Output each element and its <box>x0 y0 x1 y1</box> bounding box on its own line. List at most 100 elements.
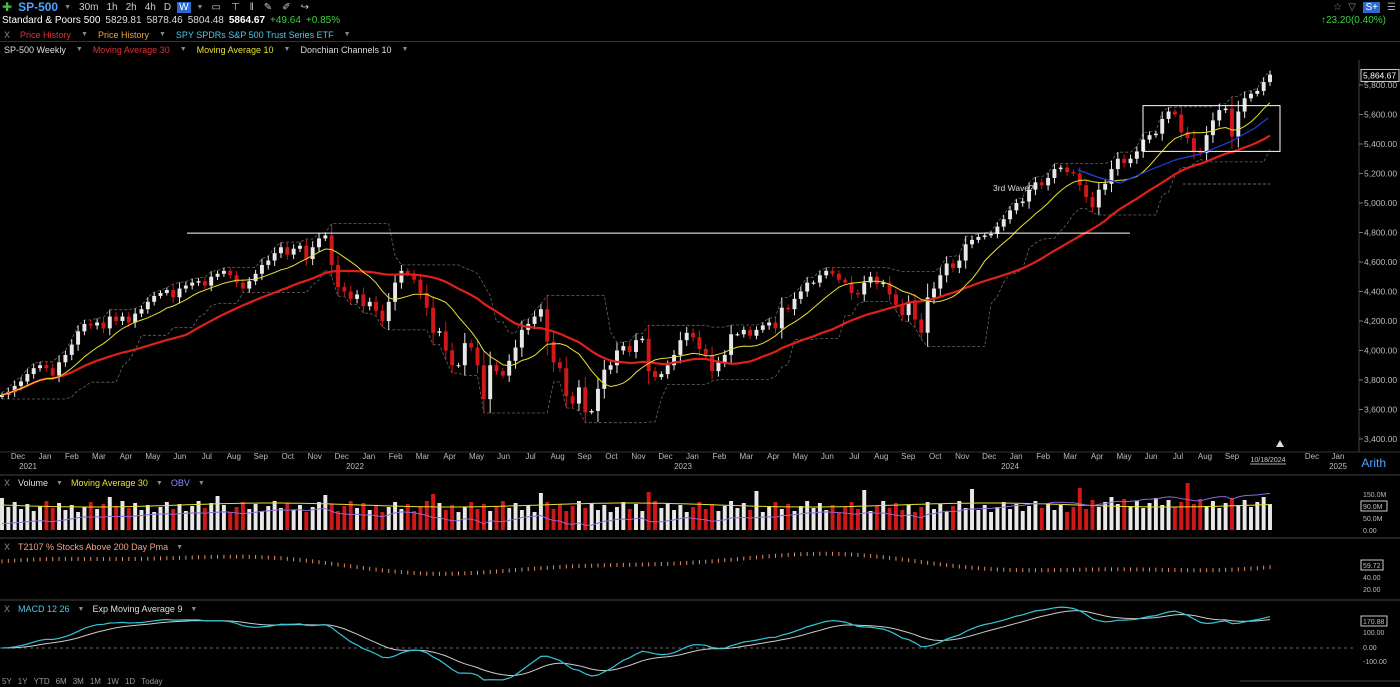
range-button-1m[interactable]: 1M <box>89 677 101 686</box>
overlay-price-history-1[interactable]: Price History <box>20 29 72 40</box>
range-button-ytd[interactable]: YTD <box>33 677 50 686</box>
volume-bar <box>1046 503 1051 530</box>
macd-label[interactable]: MACD 12 26 <box>18 604 70 614</box>
study-ma30[interactable]: Moving Average 30 <box>92 44 170 55</box>
volume-bar <box>44 501 49 530</box>
scale-mode-button[interactable]: Arith <box>1361 456 1386 470</box>
candle-body <box>982 235 987 237</box>
timeframe-button-1h[interactable]: 1h <box>106 1 118 13</box>
bars-icon[interactable]: ‖ <box>249 1 254 13</box>
overlay-spy[interactable]: SPY SPDRs S&P 500 Trust Series ETF <box>175 29 334 40</box>
overlays-close-button[interactable]: X <box>4 29 11 40</box>
volume-close-button[interactable]: X <box>4 478 11 488</box>
volume-ma-label[interactable]: Moving Average 30 <box>70 478 148 488</box>
chevron-down-icon[interactable]: ▼ <box>190 605 198 613</box>
candle-body <box>538 309 543 317</box>
overlay-price-history-2[interactable]: Price History <box>97 29 149 40</box>
candle-body <box>342 287 347 292</box>
candle-body <box>1147 135 1152 140</box>
star-icon[interactable]: ☆ <box>1333 1 1342 13</box>
chevron-down-icon[interactable]: ▼ <box>197 479 205 487</box>
chevron-down-icon[interactable]: ▼ <box>77 605 85 613</box>
range-button-6m[interactable]: 6M <box>55 677 67 686</box>
obv-line <box>1 492 1271 526</box>
macd-signal-label[interactable]: Exp Moving Average 9 <box>92 604 183 614</box>
candle-body <box>1109 169 1114 184</box>
add-symbol-icon[interactable]: ✚ <box>2 0 13 14</box>
volume-bar <box>874 506 879 530</box>
volume-bar <box>1103 502 1108 530</box>
volume-bar <box>513 503 518 530</box>
candle-body <box>88 323 93 326</box>
volume-bar <box>196 501 201 530</box>
volume-label[interactable]: Volume <box>18 478 49 488</box>
obv-label[interactable]: OBV <box>170 478 190 488</box>
candle-body <box>450 350 455 366</box>
range-button-1w[interactable]: 1W <box>106 677 119 686</box>
macd-axis-label: 170.88 <box>1363 619 1385 626</box>
candle-body <box>1103 183 1108 190</box>
candle-body <box>1255 90 1260 94</box>
x-month-label: Oct <box>605 452 618 461</box>
candle-body <box>1020 201 1025 203</box>
x-month-label: Dec <box>1305 452 1319 461</box>
chevron-down-icon[interactable]: ▼ <box>155 479 163 487</box>
t2107-close-button[interactable]: X <box>4 542 11 552</box>
volume-bar <box>595 510 600 530</box>
draw-icon[interactable]: ✐ <box>282 1 291 13</box>
filter-icon[interactable]: ▽ <box>1348 1 1356 13</box>
range-button-1y[interactable]: 1Y <box>17 677 28 686</box>
study-donchian[interactable]: Donchian Channels 10 <box>300 44 392 55</box>
range-button-today[interactable]: Today <box>141 677 163 686</box>
symbol-dropdown-icon[interactable]: ▼ <box>64 3 72 11</box>
chevron-down-icon[interactable]: ▼ <box>56 479 63 487</box>
macd-close-button[interactable]: X <box>4 604 11 614</box>
timeframe-dropdown-icon[interactable]: ▼ <box>196 3 204 11</box>
study-sp500-weekly[interactable]: SP-500 Weekly <box>4 44 66 55</box>
x-month-label: Jul <box>1173 452 1183 461</box>
timeframe-button-2h[interactable]: 2h <box>125 1 137 13</box>
timeframe-button-4h[interactable]: 4h <box>144 1 156 13</box>
candle-body <box>595 388 600 411</box>
volume-bar <box>183 511 188 530</box>
volume-bar <box>1071 507 1076 530</box>
volume-bar <box>1077 488 1082 530</box>
share-icon[interactable]: ↪ <box>300 1 309 13</box>
timeframe-button-30m[interactable]: 30m <box>79 1 99 13</box>
timeframe-button-w[interactable]: W <box>177 1 191 13</box>
candle-body <box>190 282 195 286</box>
timeframe-button-d[interactable]: D <box>163 1 172 13</box>
volume-bar <box>126 508 131 530</box>
split-icon[interactable]: S+ <box>1363 1 1380 13</box>
chevron-down-icon[interactable]: ▼ <box>176 543 184 551</box>
candle-body <box>31 368 36 375</box>
x-month-label: Nov <box>631 452 645 461</box>
range-button-3m[interactable]: 3M <box>72 677 84 686</box>
pencil-icon[interactable]: ✎ <box>263 1 273 13</box>
t2107-axis-label: 59.72 <box>1363 563 1381 570</box>
volume-bar <box>887 508 892 530</box>
chevron-down-icon[interactable]: ▼ <box>81 31 88 38</box>
tools-icon[interactable]: ▭ <box>211 1 221 13</box>
range-button-1d[interactable]: 1D <box>124 677 136 686</box>
volume-bar <box>12 502 17 530</box>
chevron-down-icon[interactable]: ▼ <box>343 31 351 38</box>
volume-bar <box>811 508 816 530</box>
chevron-down-icon[interactable]: ▼ <box>179 46 187 53</box>
chevron-down-icon[interactable]: ▼ <box>75 46 83 53</box>
text-icon[interactable]: ⊤ <box>230 1 240 13</box>
range-button-5y[interactable]: 5Y <box>2 677 12 686</box>
volume-axis-label: 90.0M <box>1363 504 1383 511</box>
t2107-label[interactable]: T2107 % Stocks Above 200 Day Pma <box>18 542 169 552</box>
symbol-name[interactable]: SP-500 <box>18 0 59 14</box>
chevron-down-icon[interactable]: ▼ <box>283 46 291 53</box>
chevron-down-icon[interactable]: ▼ <box>158 31 166 38</box>
volume-bar <box>133 503 138 530</box>
chevron-down-icon[interactable]: ▼ <box>401 46 409 53</box>
candle-body <box>944 263 949 276</box>
study-ma10[interactable]: Moving Average 10 <box>196 44 274 55</box>
list-icon[interactable]: ☰ <box>1387 1 1396 13</box>
volume-bar <box>291 510 296 530</box>
change-pct-value: +0.85% <box>305 15 341 26</box>
